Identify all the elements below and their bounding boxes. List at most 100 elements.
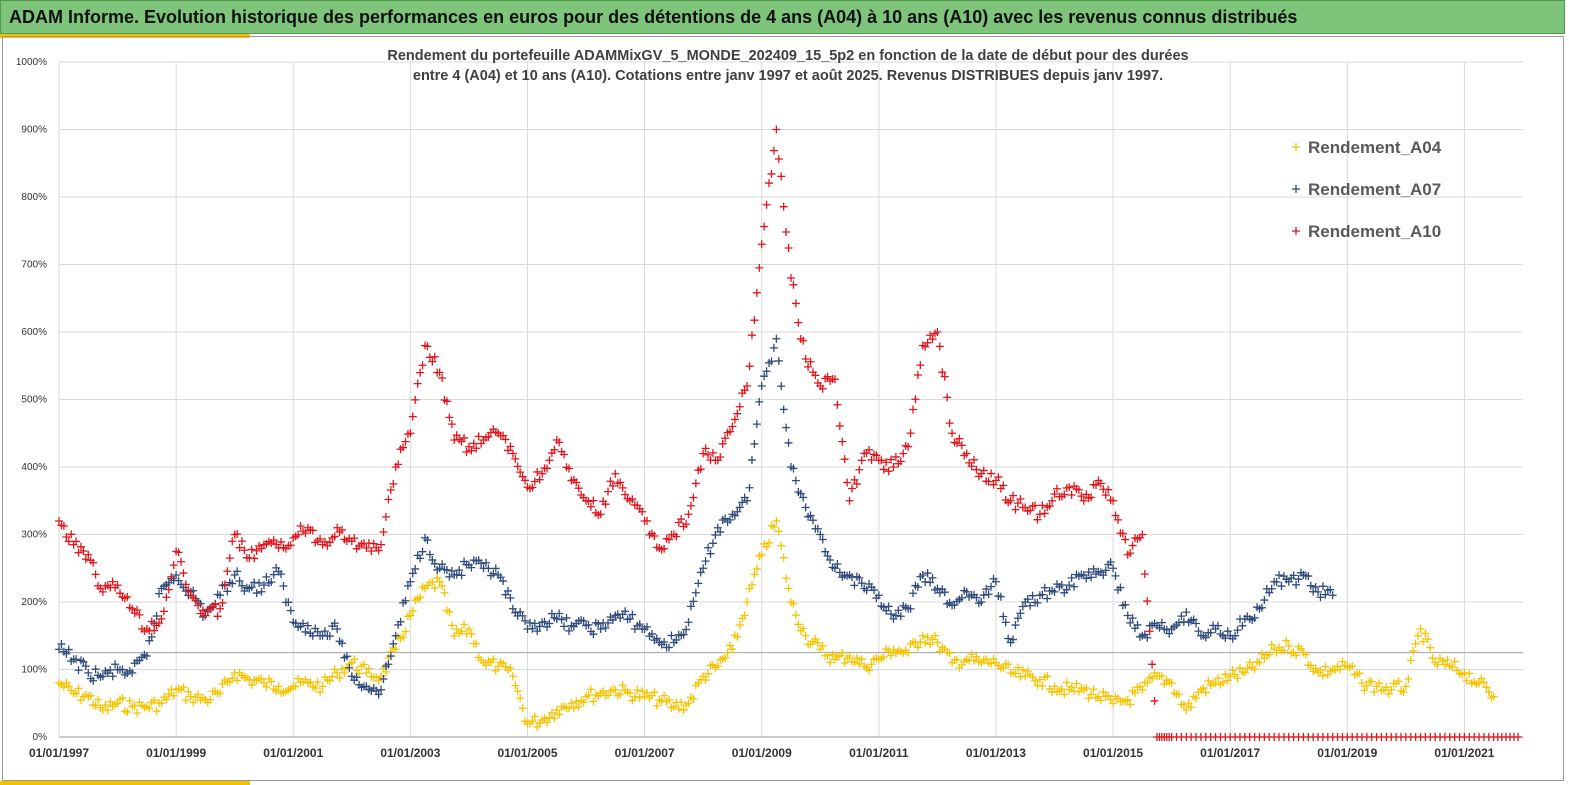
data-point: [794, 318, 803, 327]
data-point: [1423, 635, 1432, 644]
data-point: [826, 555, 835, 564]
data-point: [460, 620, 469, 629]
data-point: [970, 455, 978, 464]
data-point: [386, 652, 395, 661]
data-point: [333, 625, 342, 633]
data-point: [555, 710, 564, 719]
data-point: [1318, 671, 1327, 680]
data-point: [621, 607, 630, 616]
data-point: [1321, 590, 1330, 599]
x-tick-label: 01/01/2007: [615, 746, 675, 760]
data-point: [1218, 678, 1227, 687]
legend-label: Rendement_A10: [1308, 222, 1441, 241]
series-a04: [55, 517, 1498, 731]
data-point: [743, 598, 752, 606]
y-tick-label: 600%: [21, 327, 47, 338]
data-point: [167, 572, 176, 581]
data-point: [828, 650, 837, 659]
data-point: [252, 546, 261, 555]
data-point: [1182, 706, 1191, 714]
data-point: [325, 676, 334, 685]
data-point: [1443, 655, 1452, 664]
legend-marker: [1292, 185, 1300, 193]
data-point: [1148, 674, 1157, 683]
data-point: [474, 432, 483, 441]
data-point: [55, 645, 63, 654]
data-point: [879, 465, 888, 474]
data-point: [533, 627, 542, 636]
data-point: [81, 662, 90, 671]
data-point: [1087, 690, 1096, 699]
data-point: [1214, 674, 1222, 683]
data-point: [277, 570, 286, 579]
data-point: [1016, 495, 1025, 504]
data-point: [238, 537, 246, 546]
data-point: [1145, 627, 1154, 636]
data-point: [399, 633, 408, 642]
data-point: [1201, 633, 1210, 642]
data-point: [374, 676, 383, 685]
data-point: [989, 480, 998, 489]
data-point: [408, 412, 417, 421]
data-point: [430, 559, 439, 568]
data-point: [91, 570, 100, 579]
data-point: [728, 422, 737, 431]
data-point: [879, 652, 888, 661]
data-point: [918, 631, 927, 640]
data-point: [1004, 634, 1013, 643]
data-point: [528, 624, 537, 633]
data-point: [1414, 631, 1423, 640]
data-point: [999, 612, 1008, 621]
data-point: [408, 606, 417, 615]
data-point: [779, 202, 788, 211]
data-point: [269, 570, 278, 579]
data-point: [403, 581, 412, 590]
data-point: [389, 479, 398, 488]
data-point: [130, 701, 139, 710]
data-point: [1489, 692, 1498, 701]
data-point: [513, 687, 522, 696]
data-point: [779, 405, 788, 414]
data-point: [423, 536, 432, 545]
data-point: [430, 352, 439, 361]
data-point: [545, 456, 554, 465]
data-point: [1243, 664, 1252, 673]
data-point: [701, 676, 710, 685]
data-point: [865, 445, 874, 454]
data-point: [743, 382, 752, 390]
data-point: [555, 438, 564, 447]
data-point: [1321, 662, 1330, 671]
data-point: [184, 687, 193, 696]
data-point: [933, 638, 942, 647]
data-point: [1057, 685, 1066, 694]
data-point: [401, 596, 410, 605]
data-point: [1409, 646, 1418, 655]
data-point: [530, 712, 539, 721]
data-point: [1072, 679, 1081, 688]
data-point: [567, 699, 576, 708]
x-tick-label: 01/01/2021: [1434, 746, 1494, 760]
data-point: [123, 708, 132, 717]
data-point: [1065, 483, 1074, 492]
data-point: [774, 356, 783, 365]
data-point: [401, 437, 410, 446]
data-point: [808, 516, 817, 525]
data-point: [425, 550, 434, 559]
data-point: [684, 510, 693, 519]
data-point: [1179, 701, 1188, 710]
data-point: [857, 579, 866, 588]
data-point: [604, 619, 612, 628]
data-point: [850, 475, 859, 484]
chart-title-line-1: Rendement du portefeuille ADAMMixGV_5_MO…: [387, 48, 1188, 64]
data-point: [777, 541, 786, 550]
data-point: [852, 653, 861, 662]
data-point: [467, 446, 476, 455]
data-point: [1057, 581, 1066, 590]
x-tick-label: 01/01/2015: [1083, 746, 1143, 760]
data-point: [381, 512, 390, 521]
y-tick-label: 300%: [21, 530, 47, 541]
data-point: [1282, 636, 1291, 645]
data-point: [1113, 515, 1122, 524]
data-point: [1211, 679, 1220, 687]
data-point: [811, 371, 820, 380]
